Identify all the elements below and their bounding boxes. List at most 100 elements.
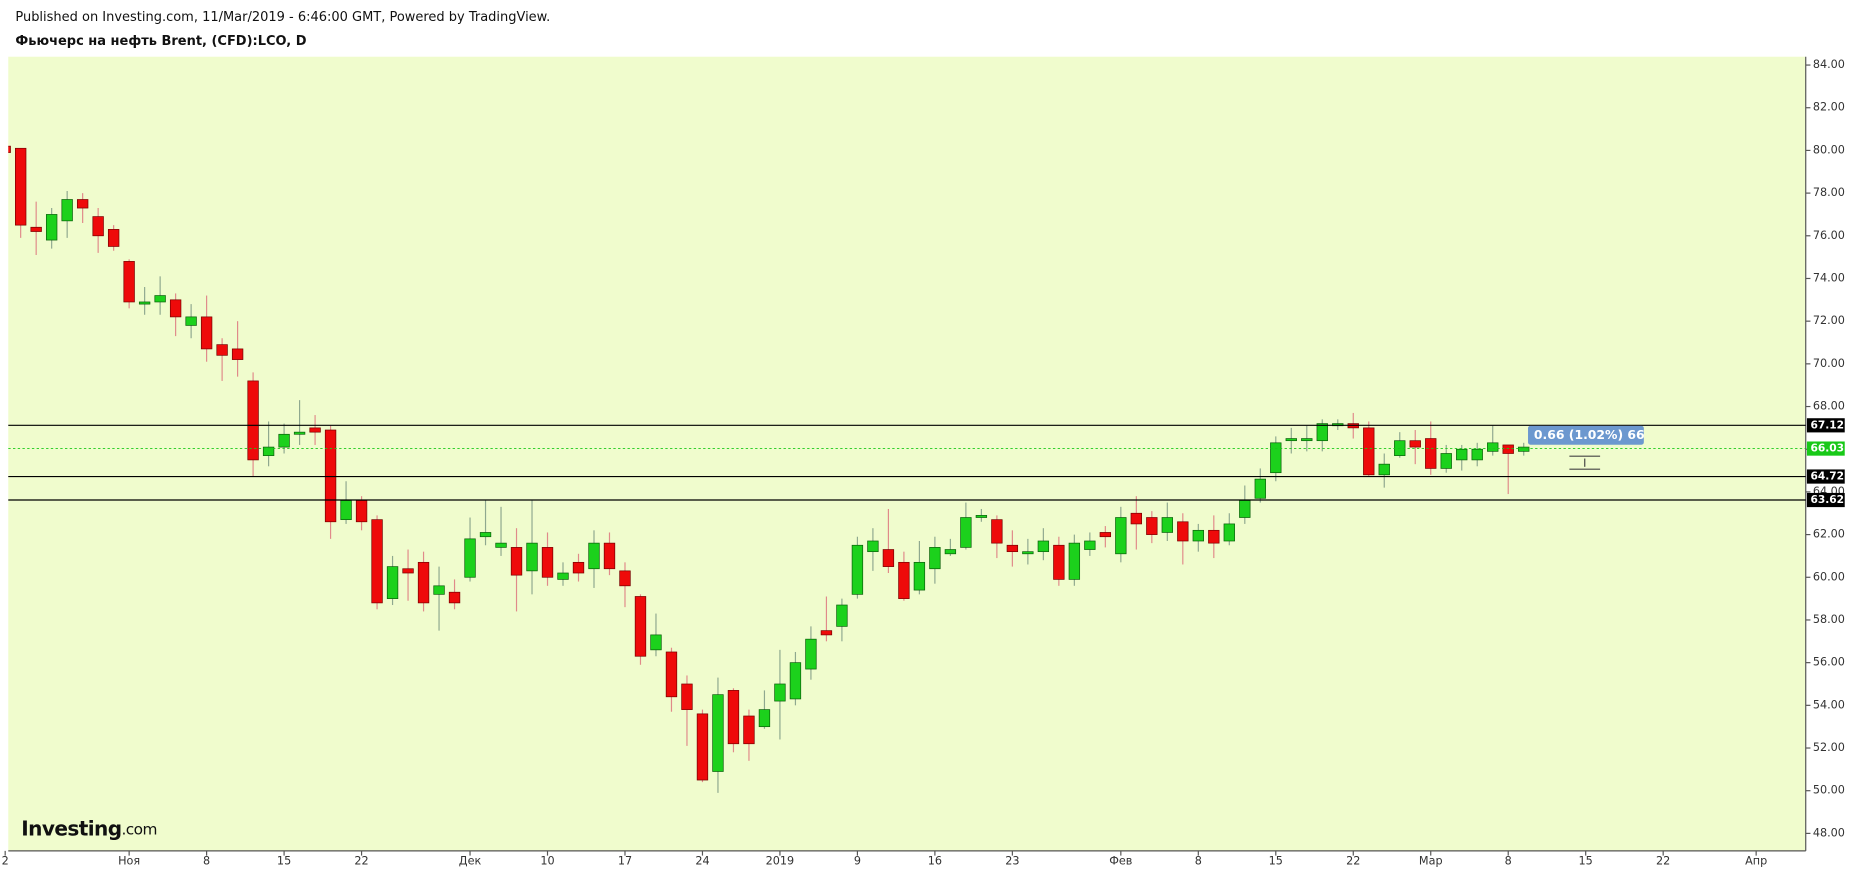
y-tick-label: 56.00 xyxy=(1813,656,1845,669)
candle-body xyxy=(309,427,321,433)
candle-body xyxy=(929,547,941,570)
level-label-bg xyxy=(1806,418,1845,433)
candle-body xyxy=(464,538,476,578)
x-tick-label: Ноя xyxy=(118,855,140,868)
candle-body xyxy=(820,630,833,636)
candle-body xyxy=(154,295,166,303)
candle-body xyxy=(867,540,879,553)
candle-body xyxy=(1301,438,1313,442)
candle-body xyxy=(944,549,957,555)
candle-body xyxy=(1456,448,1468,461)
candle-body xyxy=(681,683,693,710)
x-tick-label: 22 xyxy=(1656,855,1670,868)
plot xyxy=(8,145,1530,793)
annotation: 0.66 (1.02%) 66 xyxy=(1534,427,1645,442)
candle-body xyxy=(1022,551,1034,555)
candle-body xyxy=(479,532,492,538)
x-tick-label: 8 xyxy=(203,855,210,868)
x-tick-label: 15 xyxy=(1579,855,1593,868)
chart-title: Фьючерс на нефть Brent, (CFD):LCO, D xyxy=(15,34,306,49)
x-tick-label: 24 xyxy=(695,855,709,868)
candle-body xyxy=(1130,512,1143,525)
x-tick-label: Дек xyxy=(459,855,482,868)
level-label: 67.12 xyxy=(1810,418,1844,431)
candle-body xyxy=(758,709,771,728)
candle-body xyxy=(1270,442,1282,474)
candle-body xyxy=(913,561,926,591)
candle-body xyxy=(975,515,988,518)
candle-body xyxy=(107,229,120,247)
candle-body xyxy=(1161,517,1173,533)
y-tick-label: 54.00 xyxy=(1813,698,1845,711)
candle-body xyxy=(1254,478,1266,499)
candle-body xyxy=(541,547,554,578)
annotation-box xyxy=(1528,425,1644,445)
candle-body xyxy=(1285,438,1297,442)
candle-body xyxy=(262,446,275,456)
candle-body xyxy=(665,651,678,698)
x-tick-label: 15 xyxy=(1269,855,1283,868)
candle-body xyxy=(774,683,786,702)
candle-body xyxy=(1239,500,1251,518)
candle-body xyxy=(340,500,352,521)
candle-body xyxy=(789,662,802,700)
logo-suffix: .com xyxy=(122,820,157,838)
candle-body xyxy=(557,572,569,580)
candle-body xyxy=(169,299,182,318)
candle-body xyxy=(247,380,259,461)
candle-body xyxy=(836,604,848,627)
candle-body xyxy=(200,316,213,350)
candle-body xyxy=(61,199,73,222)
candle-body xyxy=(696,713,709,781)
x-tick-label: Фев xyxy=(1109,855,1132,868)
candle-body xyxy=(1471,448,1483,461)
logo-brand: Investing xyxy=(21,816,121,840)
candle-body xyxy=(1192,529,1204,542)
candle-body xyxy=(619,570,631,587)
candle-body xyxy=(386,566,399,599)
y-tick-label: 62.00 xyxy=(1813,528,1845,541)
y-tick-label: 58.00 xyxy=(1813,613,1845,626)
x-tick-label: 16 xyxy=(928,855,942,868)
candle-body xyxy=(634,596,647,657)
x-tick-label: Апр xyxy=(1745,855,1767,868)
candle-body xyxy=(76,199,89,209)
x-tick-label: 15 xyxy=(277,855,291,868)
candle-body xyxy=(712,694,724,772)
candle-body xyxy=(30,226,42,232)
candle-body xyxy=(433,585,445,595)
candle-body xyxy=(1177,521,1189,542)
chart-subtitle: Published on Investing.com, 11/Mar/2019 … xyxy=(15,10,550,25)
x-tick-label: 8 xyxy=(1195,855,1202,868)
candle-body xyxy=(882,549,895,567)
x-tick-label: Мар xyxy=(1419,855,1443,868)
candle-body xyxy=(991,519,1003,544)
candle-body xyxy=(1037,540,1050,553)
candle-body xyxy=(138,301,151,305)
x-tick-label: 2019 xyxy=(766,855,795,868)
candle-body xyxy=(851,544,864,595)
y-tick-label: 48.00 xyxy=(1813,826,1845,839)
candle-body xyxy=(526,542,538,572)
candle-body xyxy=(1487,442,1499,452)
level-label-bg xyxy=(1806,469,1845,484)
candle-body xyxy=(1409,440,1421,448)
candle-body xyxy=(278,433,290,448)
candle-body xyxy=(572,561,585,574)
x-tick-label: 17 xyxy=(618,855,632,868)
candle-body xyxy=(727,690,740,745)
candle-body xyxy=(123,261,135,303)
candle-body xyxy=(1502,444,1514,454)
candle-body xyxy=(603,542,616,570)
candle-body xyxy=(355,500,368,523)
candle-body xyxy=(510,547,523,576)
candle-body xyxy=(960,517,972,548)
y-tick-label: 70.00 xyxy=(1813,357,1845,370)
candle-body xyxy=(14,147,27,226)
logo: Investing.com xyxy=(21,816,157,840)
candle-body xyxy=(448,591,461,604)
level-label-bg xyxy=(1806,492,1845,508)
candle-body xyxy=(898,561,910,599)
candle-body xyxy=(1146,517,1158,535)
candle-body xyxy=(1363,427,1375,476)
